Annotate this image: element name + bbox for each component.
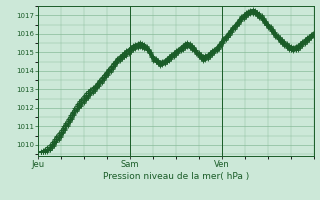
X-axis label: Pression niveau de la mer( hPa ): Pression niveau de la mer( hPa ) <box>103 172 249 181</box>
